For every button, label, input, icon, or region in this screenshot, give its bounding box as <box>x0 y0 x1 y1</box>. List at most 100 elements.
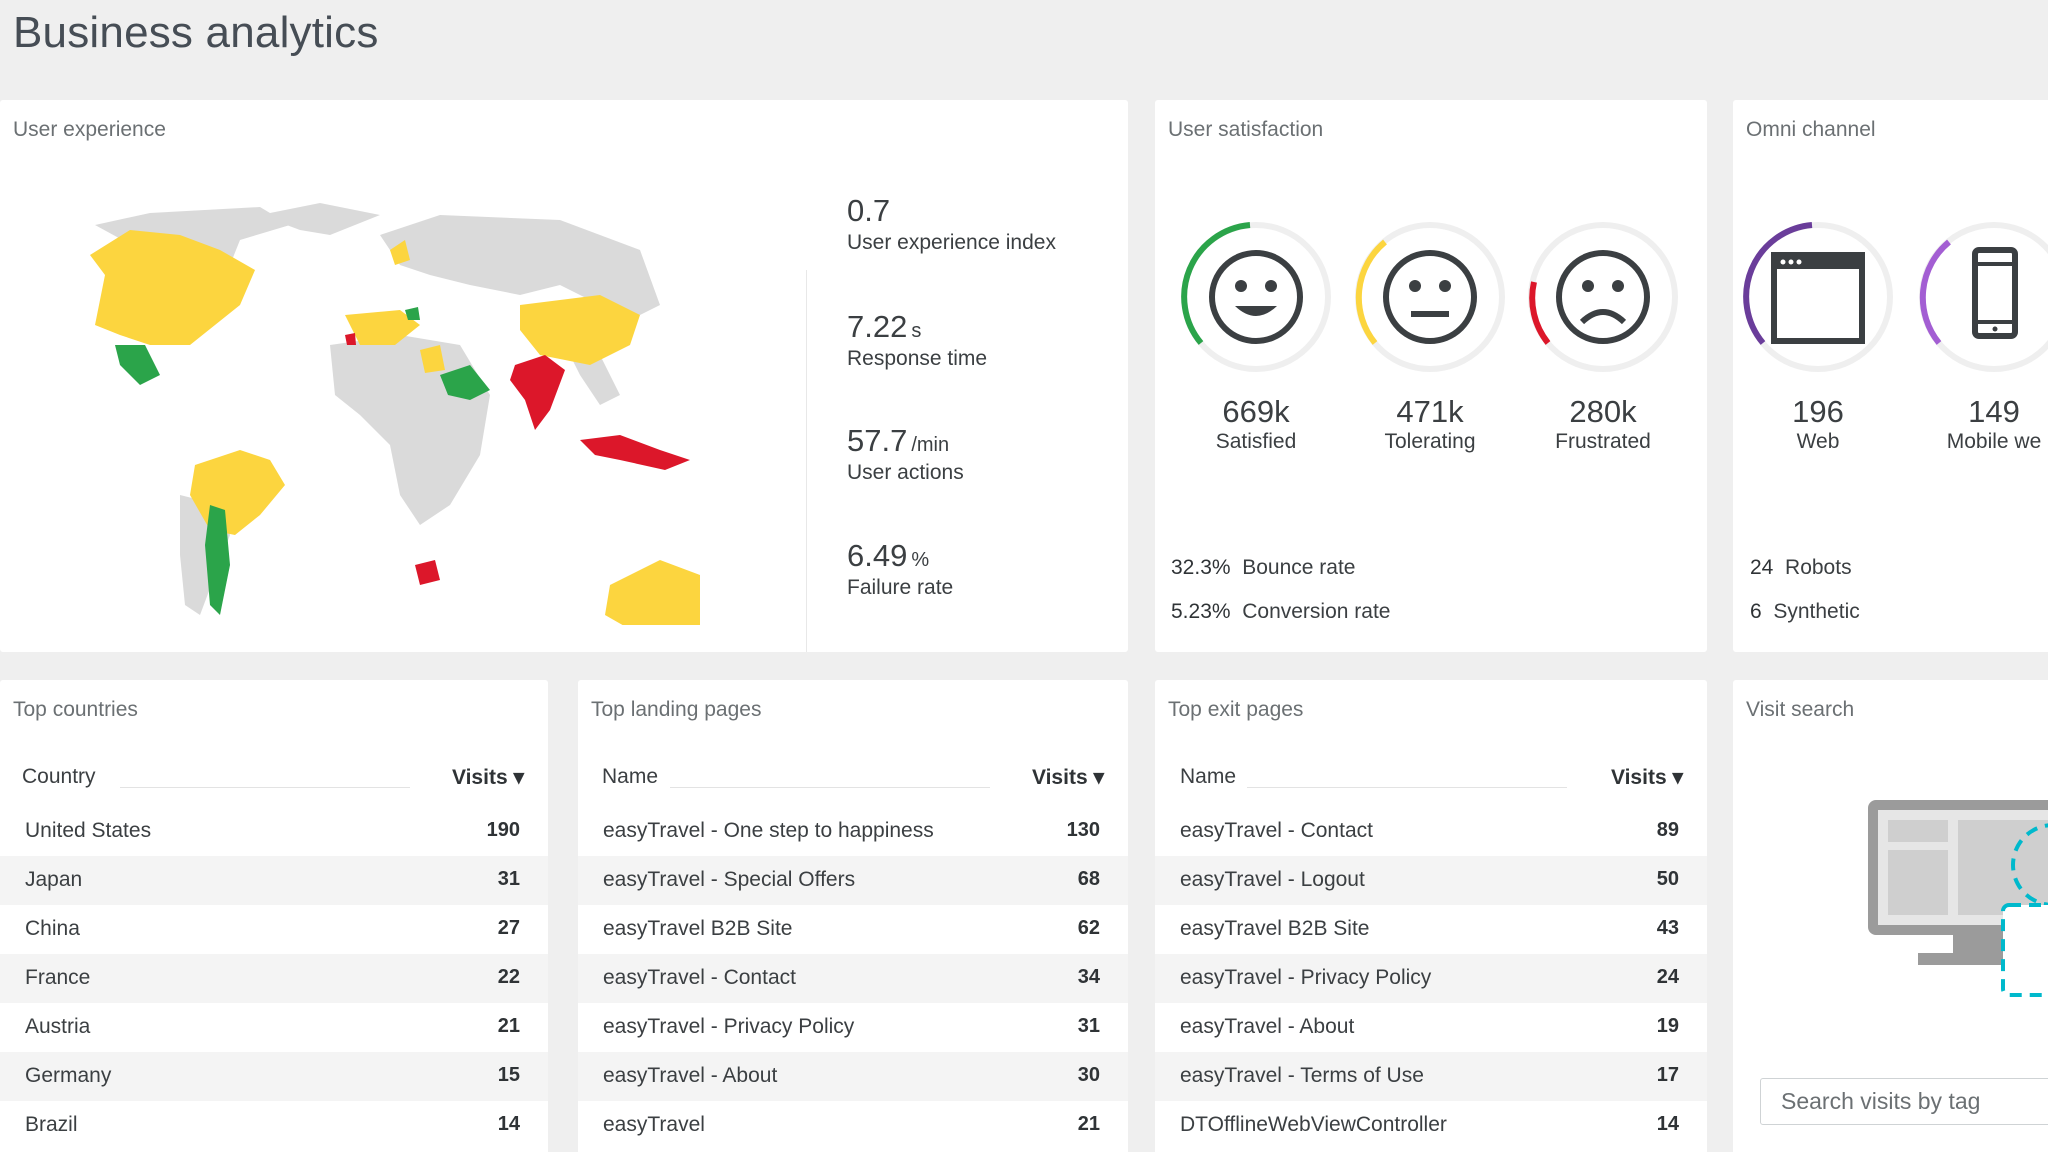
kpi-unit: s <box>911 320 922 342</box>
row-visits: 27 <box>497 917 520 939</box>
header-divider <box>120 787 410 788</box>
table-row[interactable]: easyTravel - Logout 50 <box>1155 856 1707 905</box>
synthetic-value: 6 <box>1750 600 1762 623</box>
kpi-user-actions[interactable]: 57.7/min User actions <box>847 423 964 485</box>
tile-title: Omni channel <box>1746 118 1876 141</box>
table-row[interactable]: easyTravel - Contact 34 <box>578 954 1128 1003</box>
gauge-value: 149 <box>1968 394 2020 429</box>
table-row[interactable]: easyTravel - Contact 89 <box>1155 807 1707 856</box>
table-row[interactable]: Germany 15 <box>0 1052 548 1101</box>
bounce-rate[interactable]: 32.3% Bounce rate <box>1171 556 1355 580</box>
map-region-north-america <box>90 230 255 345</box>
header-divider <box>1247 787 1567 788</box>
gauge-value: 196 <box>1792 394 1844 429</box>
row-visits: 24 <box>1656 966 1679 988</box>
gauge-mobile-web[interactable]: 149 Mobile we <box>1909 222 2048 454</box>
column-header-visits[interactable]: Visits ▾ <box>451 766 524 789</box>
bounce-rate-value: 32.3% <box>1171 556 1231 579</box>
user-satisfaction-tile[interactable]: User satisfaction 669k Satisfied 471k To… <box>1155 100 1707 652</box>
omni-channel-tile[interactable]: Omni channel 196 Web 149 Mobile we 24 Ro… <box>1733 100 2048 652</box>
tile-title: Top landing pages <box>591 698 762 721</box>
table-row[interactable]: easyTravel B2B Site 43 <box>1155 905 1707 954</box>
row-name: easyTravel <box>603 1113 705 1136</box>
conversion-rate-label: Conversion rate <box>1242 600 1391 623</box>
row-name: United States <box>25 819 152 842</box>
table-row[interactable]: easyTravel - Privacy Policy 24 <box>1155 954 1707 1003</box>
row-visits: 31 <box>1077 1015 1100 1037</box>
row-visits: 14 <box>497 1113 520 1135</box>
visit-search-tile[interactable]: Visit search <box>1733 680 2048 1152</box>
neutral-face-icon <box>1355 222 1505 372</box>
table-row[interactable]: DTOfflineWebViewController 14 <box>1155 1101 1707 1150</box>
search-visits-input[interactable] <box>1761 1079 2048 1124</box>
row-visits: 190 <box>486 819 520 841</box>
table-row[interactable]: United States 190 <box>0 807 548 856</box>
table-row[interactable]: easyTravel - Terms of Use 17 <box>1155 1052 1707 1101</box>
row-visits: 43 <box>1656 917 1679 939</box>
table-row[interactable]: easyTravel - Privacy Policy 31 <box>578 1003 1128 1052</box>
row-visits: 50 <box>1656 868 1679 890</box>
world-map[interactable] <box>0 195 740 625</box>
tile-title: Top countries <box>13 698 138 721</box>
table-row[interactable]: China 27 <box>0 905 548 954</box>
gauge-label: Web <box>1796 430 1840 453</box>
gauge-label: Tolerating <box>1384 430 1476 453</box>
row-name: Austria <box>25 1015 91 1038</box>
row-visits: 89 <box>1656 819 1679 841</box>
column-header-name[interactable]: Name <box>1180 765 1237 788</box>
top-countries-tile[interactable]: Top countries Country Visits ▾ United St… <box>0 680 548 1152</box>
row-name: easyTravel - Contact <box>1180 819 1373 842</box>
table-row[interactable]: easyTravel - About 30 <box>578 1052 1128 1101</box>
column-header-name[interactable]: Name <box>602 765 659 788</box>
column-header-visits[interactable]: Visits ▾ <box>1031 766 1104 789</box>
table-row[interactable]: easyTravel 21 <box>578 1101 1128 1150</box>
row-name: easyTravel - About <box>1180 1015 1355 1038</box>
synthetic-count[interactable]: 6 Synthetic <box>1750 600 1860 624</box>
gauge-tolerating[interactable]: 471k Tolerating <box>1345 222 1515 454</box>
conversion-rate[interactable]: 5.23% Conversion rate <box>1171 600 1390 624</box>
row-name: Japan <box>25 868 83 891</box>
row-visits: 30 <box>1077 1064 1100 1086</box>
gauge-label: Satisfied <box>1215 430 1297 453</box>
kpi-value: 7.22 <box>847 309 908 344</box>
conversion-rate-value: 5.23% <box>1171 600 1231 623</box>
row-visits: 14 <box>1656 1113 1679 1135</box>
kpi-failure-rate[interactable]: 6.49% Failure rate <box>847 538 953 600</box>
tile-title: Visit search <box>1746 698 1855 721</box>
mobile-phone-icon <box>1919 222 2048 372</box>
table-row[interactable]: Brazil 14 <box>0 1101 548 1150</box>
row-name: easyTravel - Privacy Policy <box>1180 966 1432 989</box>
row-name: easyTravel - Special Offers <box>603 868 856 891</box>
row-visits: 31 <box>497 868 520 890</box>
kpi-label: Response time <box>847 347 988 370</box>
kpi-response-time[interactable]: 7.22 s Response time <box>847 309 987 371</box>
gauge-web[interactable]: 196 Web <box>1733 222 1903 454</box>
table-row[interactable]: easyTravel B2B Site 62 <box>578 905 1128 954</box>
row-visits: 17 <box>1656 1064 1679 1086</box>
kpi-ux-index[interactable]: 0.7 User experience index <box>847 193 1056 255</box>
gauge-satisfied[interactable]: 669k Satisfied <box>1171 222 1341 454</box>
row-name: easyTravel - Logout <box>1180 868 1365 891</box>
row-name: Brazil <box>25 1113 78 1136</box>
gauge-frustrated[interactable]: 280k Frustrated <box>1518 222 1688 454</box>
search-visits-field[interactable] <box>1760 1078 2048 1125</box>
table-row[interactable]: France 22 <box>0 954 548 1003</box>
row-visits: 19 <box>1656 1015 1679 1037</box>
column-header-visits[interactable]: Visits ▾ <box>1610 766 1683 789</box>
table-row[interactable]: easyTravel - About 19 <box>1155 1003 1707 1052</box>
top-exit-pages-tile[interactable]: Top exit pages Name Visits ▾ easyTravel … <box>1155 680 1707 1152</box>
top-landing-pages-tile[interactable]: Top landing pages Name Visits ▾ easyTrav… <box>578 680 1128 1152</box>
row-name: easyTravel - Privacy Policy <box>603 1015 855 1038</box>
user-experience-tile[interactable]: User experience <box>0 100 1128 652</box>
table-row[interactable]: easyTravel - One step to happiness 130 <box>578 807 1128 856</box>
table-row[interactable]: Japan 31 <box>0 856 548 905</box>
row-name: France <box>25 966 91 989</box>
kpi-label: User experience index <box>847 231 1056 254</box>
robots-count[interactable]: 24 Robots <box>1750 556 1852 580</box>
column-header-country[interactable]: Country <box>22 765 96 788</box>
table-row[interactable]: easyTravel - Special Offers 68 <box>578 856 1128 905</box>
gauge-label: Frustrated <box>1555 430 1651 453</box>
table-row[interactable]: Austria 21 <box>0 1003 548 1052</box>
gauge-value: 669k <box>1222 394 1290 429</box>
row-visits: 130 <box>1066 819 1100 841</box>
